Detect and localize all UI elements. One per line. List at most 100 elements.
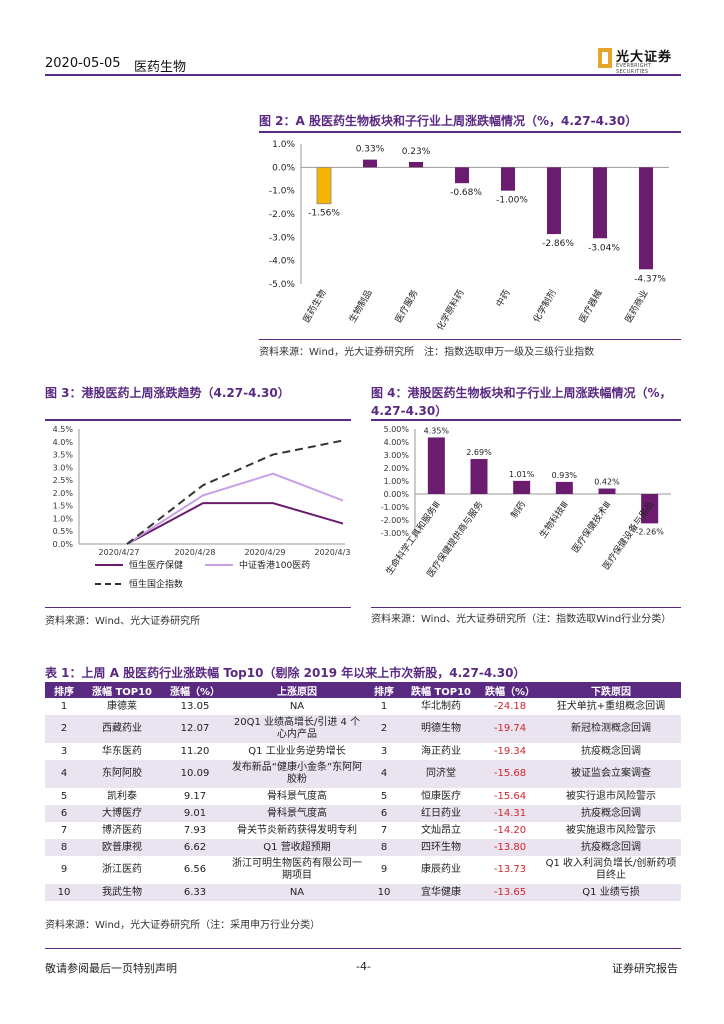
table-cell: 浙江可明生物医药有限公司一期项目 [229,856,365,884]
table-cell: -13.73 [479,856,541,884]
table-header-cell: 跌幅（%） [479,682,541,698]
table-cell: Q1 业绩亏损 [541,884,681,901]
fig2-ytick-label: -2.0% [269,210,296,220]
header-date: 2020-05-05 [45,56,121,71]
table-cell: 同济堂 [403,760,479,788]
table-cell: 10 [45,884,83,901]
table-cell: 4 [365,760,403,788]
table-cell: 四环生物 [403,839,479,856]
table-cell: 6 [365,805,403,822]
fig4-data-label: 0.42% [594,478,620,487]
table-cell: 发布新品“健康小金条”东阿阿胶粉 [229,760,365,788]
table-row: 9 浙江医药 6.56 浙江可明生物医药有限公司一期项目 9 康辰药业 -13.73 Q1 收… [45,856,681,884]
logo-text: 光大证券 [616,50,673,65]
table1-title: 表 1：上周 A 股医药行业涨跌幅 Top10（剔除 2019 年以来上市次新股… [45,666,526,680]
table-cell: 10 [365,884,403,901]
table-cell: 我武生物 [83,884,161,901]
fig4-ytick-label: 0.00% [384,490,410,499]
table-row: 4 东阿阿胶 10.09 发布新品“健康小金条”东阿阿胶粉 4 同济堂 -15.68 被证监会… [45,760,681,788]
table-header-cell: 涨幅 TOP10 [83,682,161,698]
table-cell: 7.93 [161,822,229,839]
fig4-chart: 5.00% 4.00% 3.00% 2.00% 1.00% 0.00% -1.00% -2.0… [381,425,671,579]
fig4-data-label: 4.35% [424,426,450,435]
table-cell: 凯利泰 [83,788,161,805]
fig4-bar [513,480,531,494]
table-header-cell: 下跌原因 [541,682,681,698]
fig3-source-divider [45,607,351,608]
table-cell: 新冠检测概念回调 [541,715,681,743]
fig4-ytick-label: 5.00% [384,425,410,434]
fig3-ytick-label: 0.0% [53,540,74,549]
table-cell: Q1 营收超预期 [229,839,365,856]
fig4-data-label: 1.01% [509,470,535,479]
table-row: 10 我武生物 6.33 NA 10 宜华健康 -13.65 Q1 业绩亏损 [45,884,681,901]
fig4-ytick-label: -2.00% [381,516,410,525]
fig2-bar [639,167,653,270]
footer-divider [45,948,681,949]
fig2-category-label: 医疗服务 [392,288,420,325]
fig2-data-label: -0.68% [450,188,482,198]
table-cell: 海正药业 [403,743,479,760]
fig2-bar [455,167,469,184]
table-cell: -13.80 [479,839,541,856]
fig3-xtick-label: 2020/4/27 [98,548,139,557]
header-section: 医药生物 [134,60,187,75]
table-cell: 6.33 [161,884,229,901]
table-cell: -14.20 [479,822,541,839]
fig3-ytick-label: 0.5% [53,527,74,536]
fig2-bar [501,167,515,191]
table-cell: 华东医药 [83,743,161,760]
table-cell: 3 [365,743,403,760]
fig4-bar [470,459,488,494]
table-cell: 1 [45,698,83,715]
fig2-title-divider [259,131,681,133]
table-cell: 被证监会立案调查 [541,760,681,788]
fig2-category-label: 医药商业 [622,288,650,325]
fig4-source: 资料来源：Wind、光大证券研究所（注：指数选取Wind行业分类） [371,614,672,625]
table-cell: 东阿阿胶 [83,760,161,788]
fig3-source: 资料来源：Wind、光大证券研究所 [45,616,201,627]
fig2-category-label: 医药生物 [300,288,328,325]
fig3-series-line [126,502,344,545]
table-cell: 9.01 [161,805,229,822]
fig3-ytick-label: 3.5% [53,451,74,460]
fig2-category-label: 化学制剂 [530,288,558,325]
fig4-data-label: 2.69% [466,448,492,457]
fig2-bar [547,167,561,235]
table-header-cell: 排序 [45,682,83,698]
table-row: 5 凯利泰 9.17 骨科景气度高 5 恒康医疗 -15.64 被实行退市风险警示 [45,788,681,805]
table-cell: 康辰药业 [403,856,479,884]
fig2-bar [316,166,332,205]
fig2-ytick-label: -5.0% [269,280,296,290]
table-header-cell: 跌幅 TOP10 [403,682,479,698]
fig4-ytick-label: -1.00% [381,503,410,512]
table-cell: -19.34 [479,743,541,760]
footer-report-type: 证券研究报告 [612,962,678,975]
fig2-category-label: 医疗器械 [576,288,604,325]
fig2-source-divider [259,339,681,340]
table-cell: NA [229,884,365,901]
fig4-bar [427,437,445,494]
table-cell: 浙江医药 [83,856,161,884]
fig3-ytick-label: 2.0% [53,489,74,498]
fig2-bar [593,167,607,239]
table-cell: 7 [365,822,403,839]
table-cell: 骨科景气度高 [229,788,365,805]
table-cell: 12.07 [161,715,229,743]
fig2-chart: 1.0% 0.0% -1.0% -2.0% -3.0% -4.0% -5.0% -1.56% 医… [269,140,669,332]
fig3-series-line [126,439,344,545]
fig3-legend-label: 恒生国企指数 [129,578,183,590]
table-row: 2 西藏药业 12.07 20Q1 业绩高增长/引进 4 个心内产品 2 明德生物 -19.… [45,715,681,743]
fig4-bar [555,481,573,494]
fig4-data-label: -2.26% [636,527,665,536]
table-row: 1 康德莱 13.05 NA 1 华北制药 -24.18 狂犬单抗+重组概念回调 [45,698,681,715]
table-cell: -15.68 [479,760,541,788]
fig4-data-label: 0.93% [552,471,578,480]
table-cell: 西藏药业 [83,715,161,743]
table-cell: 被实施退市风险警示 [541,822,681,839]
table-cell: 宜华健康 [403,884,479,901]
table-row: 6 大博医疗 9.01 骨科景气度高 6 红日药业 -14.31 抗疫概念回调 [45,805,681,822]
table-cell: 11.20 [161,743,229,760]
table-row: 8 欧普康视 6.62 Q1 营收超预期 8 四环生物 -13.80 抗疫概念回调 [45,839,681,856]
logo-mark-icon [598,48,612,68]
